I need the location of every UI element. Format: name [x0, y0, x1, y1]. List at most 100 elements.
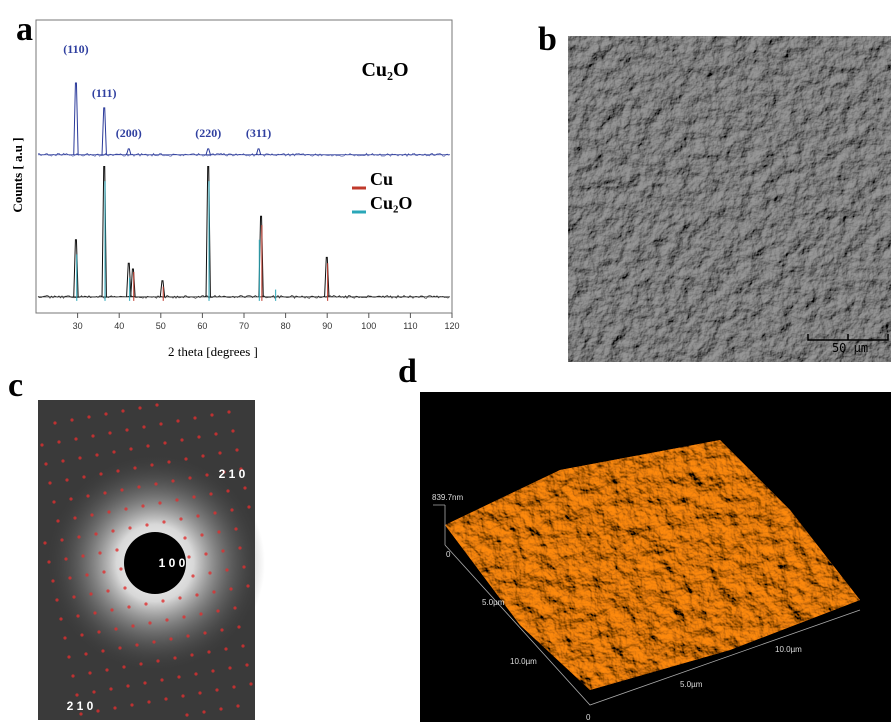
saed-spot — [208, 571, 211, 574]
x-tick-label: 110 — [403, 321, 417, 331]
saed-spot — [145, 523, 148, 526]
saed-spot — [108, 431, 111, 434]
saed-spot — [242, 565, 245, 568]
saed-spot — [237, 625, 240, 628]
axis-label: 0 — [586, 713, 591, 722]
saed-spot — [75, 693, 78, 696]
saed-spot — [72, 595, 75, 598]
x-tick-label: 60 — [197, 321, 207, 331]
x-tick-label: 80 — [281, 321, 291, 331]
saed-spot — [192, 495, 195, 498]
saed-spot — [203, 631, 206, 634]
saed-spot — [161, 599, 164, 602]
saed-spot — [213, 511, 216, 514]
saed-spot — [119, 567, 122, 570]
saed-spot — [90, 513, 93, 516]
saed-spot — [113, 706, 116, 709]
saed-spot — [74, 437, 77, 440]
saed-spot — [235, 448, 238, 451]
saed-spot — [162, 520, 165, 523]
saed-spot — [116, 469, 119, 472]
saed-spot — [177, 675, 180, 678]
peak-label: (220) — [195, 126, 221, 140]
saed-spot — [68, 576, 71, 579]
saed-spot — [231, 429, 234, 432]
saed-spot — [169, 637, 172, 640]
saed-spot — [61, 459, 64, 462]
saed-spot — [65, 478, 68, 481]
saed-spot — [102, 570, 105, 573]
saed-spot — [55, 598, 58, 601]
saed-spot — [180, 438, 183, 441]
saed-spot — [224, 647, 227, 650]
saed-spot — [171, 479, 174, 482]
x-tick-label: 70 — [239, 321, 249, 331]
saed-spot — [176, 419, 179, 422]
saed-spot — [201, 454, 204, 457]
saed-spot — [191, 574, 194, 577]
saed-spot — [234, 527, 237, 530]
saed-spot — [200, 533, 203, 536]
saed-spot — [70, 418, 73, 421]
peak — [102, 108, 106, 155]
saed-spot — [184, 457, 187, 460]
saed-spot — [52, 500, 55, 503]
saed-spot — [137, 485, 140, 488]
x-tick-label: 90 — [322, 321, 332, 331]
saed-spot — [120, 488, 123, 491]
saed-spot — [236, 704, 239, 707]
saed-spot — [187, 555, 190, 558]
saed-spot — [216, 609, 219, 612]
saed-spot — [118, 646, 121, 649]
saed-spot — [199, 612, 202, 615]
saed-spot — [44, 462, 47, 465]
saed-spot — [207, 650, 210, 653]
saed-spot — [220, 628, 223, 631]
saed-spot — [95, 453, 98, 456]
saed-spot — [210, 413, 213, 416]
saed-spot — [226, 489, 229, 492]
saed-spot — [78, 456, 81, 459]
saed-spot — [230, 508, 233, 511]
saed-spot — [164, 697, 167, 700]
saed-spot — [197, 435, 200, 438]
saed-spot — [88, 671, 91, 674]
saed-spot — [179, 517, 182, 520]
saed-spot — [190, 653, 193, 656]
y-axis-label: Counts [ a.u ] — [10, 137, 25, 212]
saed-spot — [121, 409, 124, 412]
peak — [160, 281, 164, 297]
saed-spot — [156, 659, 159, 662]
panel-label: d — [398, 353, 417, 390]
saed-spot — [138, 406, 141, 409]
saed-spot — [147, 700, 150, 703]
panel-label: a — [16, 11, 33, 48]
saed-spot — [99, 472, 102, 475]
saed-spot — [67, 655, 70, 658]
saed-spot — [105, 668, 108, 671]
saed-spot — [60, 538, 63, 541]
axis-label: 5.0µm — [482, 598, 505, 607]
saed-spot — [163, 441, 166, 444]
saed-spot — [183, 536, 186, 539]
peak — [74, 240, 78, 297]
saed-spot — [152, 640, 155, 643]
saed-spot — [139, 662, 142, 665]
saed-spot — [43, 541, 46, 544]
saed-spot — [160, 678, 163, 681]
peak-label: (311) — [246, 126, 271, 140]
saed-spot — [155, 403, 158, 406]
saed-spot — [40, 443, 43, 446]
saed-spot — [112, 450, 115, 453]
peak — [127, 149, 131, 155]
x-tick-label: 50 — [156, 321, 166, 331]
saed-spot — [196, 514, 199, 517]
saed-spot — [131, 624, 134, 627]
saed-spot — [111, 529, 114, 532]
saed-spot — [89, 592, 92, 595]
saed-spot — [103, 491, 106, 494]
saed-spot — [158, 501, 161, 504]
saed-spot — [128, 526, 131, 529]
saed-spot — [93, 611, 96, 614]
chart-title: Cu₂O — [361, 59, 408, 81]
